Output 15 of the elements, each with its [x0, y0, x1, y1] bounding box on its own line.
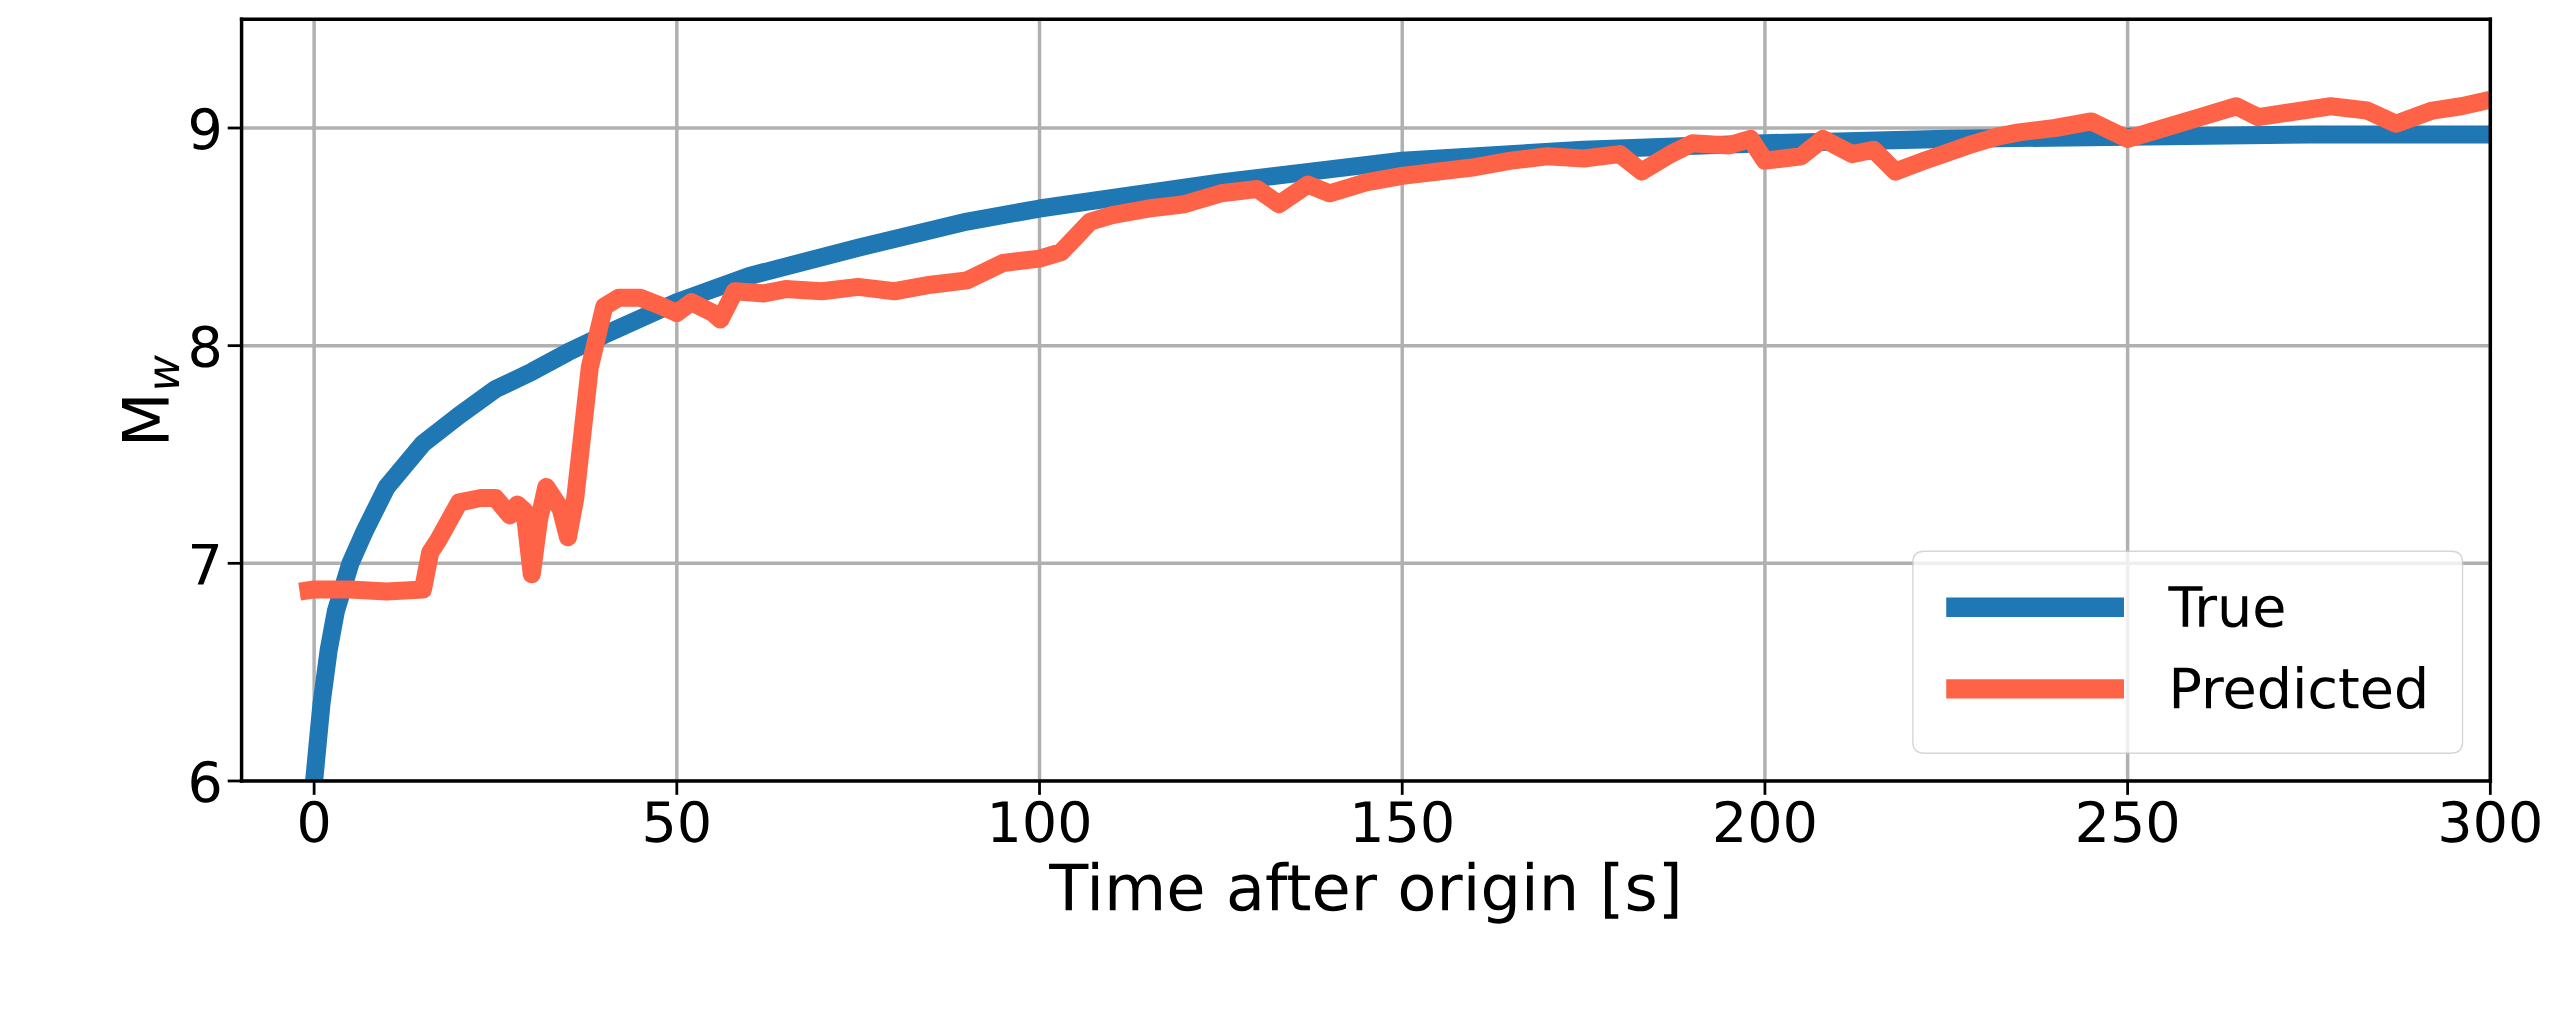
legend-label: True [2168, 586, 2284, 628]
x-axis-title: Time after origin [s] [1049, 861, 1678, 924]
y-tick-label: 8 [191, 325, 220, 368]
legend-label: Predicted [2173, 666, 2425, 710]
x-tick-label: 250 [2078, 800, 2177, 843]
y-tick-label: 9 [190, 107, 219, 150]
x-tick-label: 50 [645, 800, 709, 843]
y-tick-label: 7 [192, 543, 219, 585]
y-tick-label: 6 [191, 760, 220, 803]
x-tick-label: 100 [992, 800, 1089, 843]
x-tick-label: 200 [1715, 800, 1815, 843]
y-axis-title: M$_{w}$ [122, 354, 180, 442]
x-tick-label: 300 [2441, 800, 2540, 843]
x-tick-label: 150 [1355, 800, 1452, 843]
x-tick-label: 0 [300, 800, 329, 843]
